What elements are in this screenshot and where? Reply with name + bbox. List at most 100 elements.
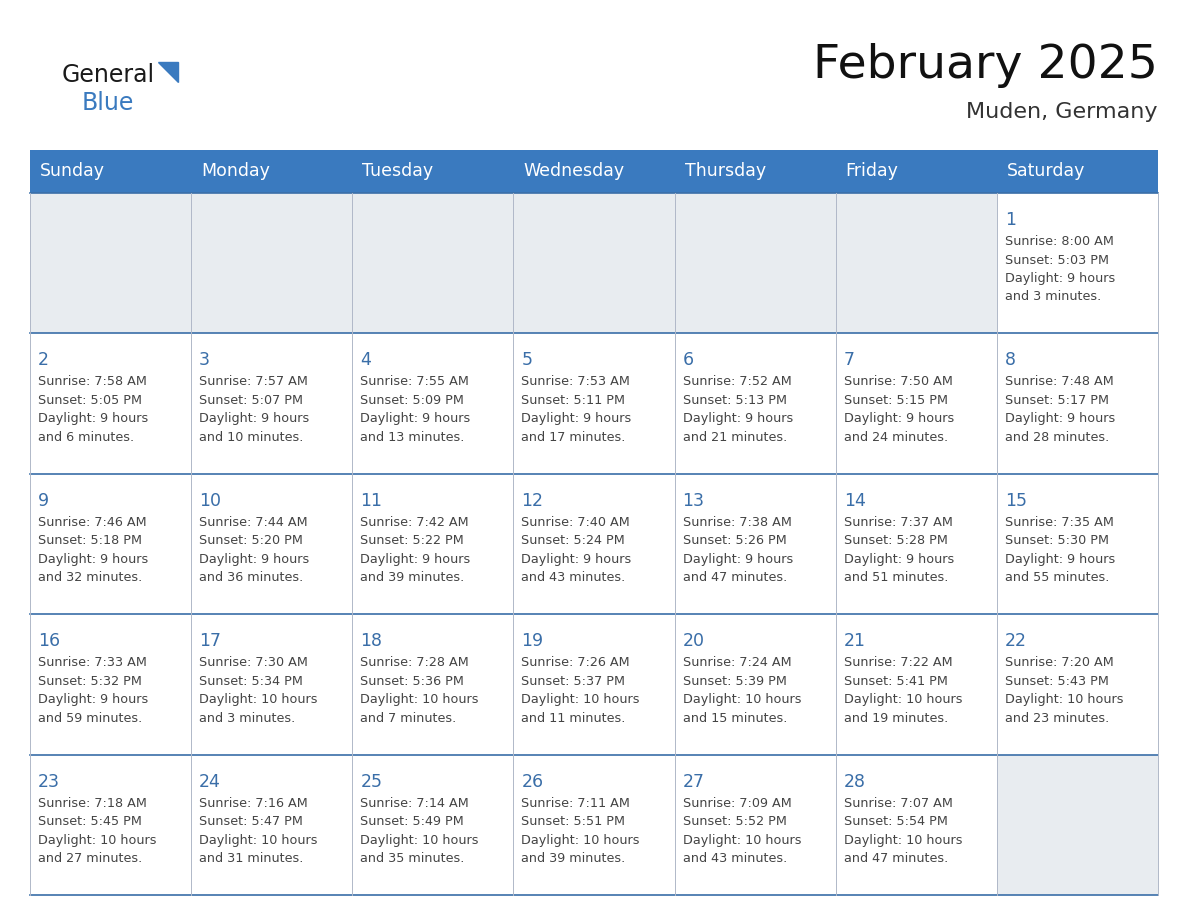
Text: 22: 22 [1005,633,1026,650]
Bar [997,474,1158,614]
Text: and 47 minutes.: and 47 minutes. [683,571,786,584]
Text: 27: 27 [683,773,704,790]
Text: Sunrise: 7:26 AM: Sunrise: 7:26 AM [522,656,630,669]
Bar [675,333,835,474]
Text: Daylight: 9 hours: Daylight: 9 hours [843,412,954,425]
Text: and 47 minutes.: and 47 minutes. [843,852,948,865]
Bar [835,755,997,895]
Text: 11: 11 [360,492,383,509]
Bar [513,193,675,333]
Text: and 36 minutes.: and 36 minutes. [200,571,303,584]
Text: and 27 minutes.: and 27 minutes. [38,852,143,865]
Bar [353,474,513,614]
Bar [835,474,997,614]
Text: Daylight: 10 hours: Daylight: 10 hours [843,693,962,706]
Bar [353,193,513,333]
Text: Sunrise: 7:55 AM: Sunrise: 7:55 AM [360,375,469,388]
Text: 13: 13 [683,492,704,509]
Bar [513,333,675,474]
Text: Sunset: 5:34 PM: Sunset: 5:34 PM [200,675,303,688]
Text: 14: 14 [843,492,866,509]
Text: and 17 minutes.: and 17 minutes. [522,431,626,444]
Bar [675,193,835,333]
Text: and 39 minutes.: and 39 minutes. [360,571,465,584]
Text: 8: 8 [1005,352,1016,369]
Text: Sunrise: 7:53 AM: Sunrise: 7:53 AM [522,375,631,388]
Text: Daylight: 9 hours: Daylight: 9 hours [200,553,309,565]
Bar [835,614,997,755]
Text: 21: 21 [843,633,866,650]
Text: Sunrise: 7:09 AM: Sunrise: 7:09 AM [683,797,791,810]
Text: Sunrise: 7:24 AM: Sunrise: 7:24 AM [683,656,791,669]
Text: February 2025: February 2025 [813,43,1158,88]
Text: Sunrise: 7:42 AM: Sunrise: 7:42 AM [360,516,469,529]
Bar [513,755,675,895]
Bar [835,333,997,474]
Text: 24: 24 [200,773,221,790]
Text: Sunday: Sunday [40,162,105,181]
Text: 2: 2 [38,352,49,369]
Text: and 11 minutes.: and 11 minutes. [522,711,626,724]
Bar [30,474,191,614]
Text: Daylight: 9 hours: Daylight: 9 hours [522,553,632,565]
Text: Daylight: 9 hours: Daylight: 9 hours [1005,412,1116,425]
Text: Daylight: 9 hours: Daylight: 9 hours [1005,272,1116,285]
Text: Sunrise: 8:00 AM: Sunrise: 8:00 AM [1005,235,1113,248]
Text: 26: 26 [522,773,544,790]
Text: Sunset: 5:11 PM: Sunset: 5:11 PM [522,394,625,407]
Bar [835,193,997,333]
Text: 20: 20 [683,633,704,650]
Text: and 15 minutes.: and 15 minutes. [683,711,786,724]
Text: Sunset: 5:22 PM: Sunset: 5:22 PM [360,534,465,547]
Text: 7: 7 [843,352,854,369]
Text: Daylight: 10 hours: Daylight: 10 hours [200,693,317,706]
Text: Wednesday: Wednesday [524,162,625,181]
Text: 25: 25 [360,773,383,790]
Text: Daylight: 9 hours: Daylight: 9 hours [843,553,954,565]
Bar [675,614,835,755]
Text: Saturday: Saturday [1007,162,1085,181]
Text: Daylight: 9 hours: Daylight: 9 hours [1005,553,1116,565]
Bar [997,755,1158,895]
Text: 5: 5 [522,352,532,369]
Bar [513,474,675,614]
Text: Sunrise: 7:28 AM: Sunrise: 7:28 AM [360,656,469,669]
Text: Daylight: 10 hours: Daylight: 10 hours [200,834,317,846]
Bar [997,614,1158,755]
Bar [353,755,513,895]
Bar [675,474,835,614]
Text: Sunrise: 7:20 AM: Sunrise: 7:20 AM [1005,656,1113,669]
Text: and 21 minutes.: and 21 minutes. [683,431,786,444]
Bar [30,193,191,333]
Text: 4: 4 [360,352,371,369]
Text: and 19 minutes.: and 19 minutes. [843,711,948,724]
Text: 12: 12 [522,492,543,509]
Text: Sunrise: 7:16 AM: Sunrise: 7:16 AM [200,797,308,810]
Text: Sunrise: 7:50 AM: Sunrise: 7:50 AM [843,375,953,388]
Text: Sunrise: 7:44 AM: Sunrise: 7:44 AM [200,516,308,529]
Text: Sunset: 5:03 PM: Sunset: 5:03 PM [1005,253,1108,266]
Text: 1: 1 [1005,211,1016,229]
Text: and 59 minutes.: and 59 minutes. [38,711,143,724]
Text: Sunset: 5:49 PM: Sunset: 5:49 PM [360,815,465,828]
Text: Sunset: 5:18 PM: Sunset: 5:18 PM [38,534,143,547]
Text: Daylight: 10 hours: Daylight: 10 hours [38,834,157,846]
Text: 23: 23 [38,773,61,790]
Text: Daylight: 10 hours: Daylight: 10 hours [522,834,640,846]
Text: and 43 minutes.: and 43 minutes. [683,852,786,865]
Bar [191,333,353,474]
Bar [30,755,191,895]
Text: Daylight: 10 hours: Daylight: 10 hours [360,693,479,706]
Text: 28: 28 [843,773,866,790]
Text: and 39 minutes.: and 39 minutes. [522,852,626,865]
Text: Blue: Blue [82,91,134,115]
Bar [353,333,513,474]
Text: and 31 minutes.: and 31 minutes. [200,852,303,865]
Text: 6: 6 [683,352,694,369]
Text: Daylight: 9 hours: Daylight: 9 hours [360,412,470,425]
Text: Sunset: 5:37 PM: Sunset: 5:37 PM [522,675,625,688]
Text: Daylight: 9 hours: Daylight: 9 hours [360,553,470,565]
Text: Sunrise: 7:18 AM: Sunrise: 7:18 AM [38,797,147,810]
Text: Sunrise: 7:37 AM: Sunrise: 7:37 AM [843,516,953,529]
Text: 3: 3 [200,352,210,369]
